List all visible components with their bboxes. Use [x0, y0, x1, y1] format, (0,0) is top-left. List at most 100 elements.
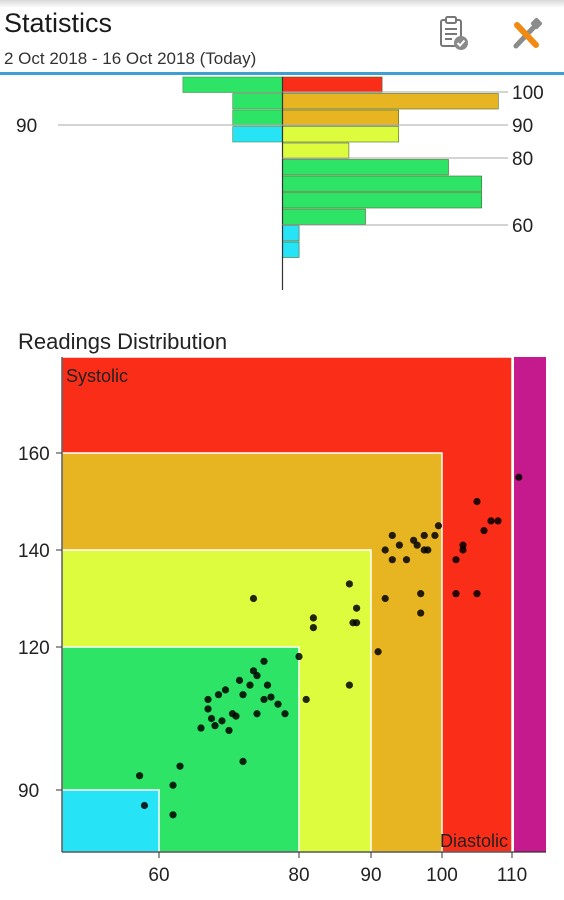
data-point-2 — [169, 781, 177, 789]
data-point-21 — [249, 594, 258, 603]
data-point-33 — [309, 614, 317, 622]
data-point-48 — [417, 590, 425, 598]
data-point-45 — [402, 556, 411, 564]
data-point-24 — [260, 695, 268, 704]
data-point-37 — [353, 619, 361, 627]
left-bar-3 — [232, 126, 283, 143]
right-tick-label-0: 100 — [512, 83, 544, 104]
data-point-58 — [459, 541, 467, 549]
toolbar-divider — [0, 72, 564, 75]
data-point-25 — [260, 657, 268, 665]
data-point-11 — [218, 717, 226, 725]
zone-5 — [61, 789, 160, 853]
data-point-62 — [487, 517, 495, 525]
y-axis-label: Systolic — [66, 366, 128, 386]
y-tick-label-1: 120 — [18, 638, 50, 659]
x-axis-label: Diastolic — [440, 831, 508, 851]
data-point-42 — [388, 556, 396, 564]
y-tick-label-3: 160 — [18, 444, 50, 465]
data-point-15 — [232, 712, 240, 720]
data-point-0 — [136, 772, 144, 780]
page-title: Statistics — [4, 8, 113, 38]
x-tick-label-4: 110 — [497, 865, 527, 886]
app-toolbar: Statistics 2 Oct 2018 - 16 Oct 2018 (Tod… — [0, 0, 564, 75]
data-point-56 — [452, 590, 460, 598]
right-bar-2 — [282, 109, 399, 126]
data-point-34 — [345, 580, 353, 588]
data-point-38 — [353, 604, 361, 612]
data-point-43 — [388, 531, 396, 540]
data-point-59 — [473, 497, 481, 506]
data-point-17 — [239, 757, 247, 766]
data-point-63 — [494, 517, 502, 525]
x-tick-label-3: 100 — [426, 865, 458, 886]
data-point-1 — [140, 801, 149, 810]
right-bar-8 — [282, 208, 366, 225]
data-point-19 — [246, 681, 254, 689]
report-button[interactable] — [432, 12, 476, 56]
tools-button[interactable] — [504, 12, 548, 56]
data-point-23 — [253, 710, 261, 718]
x-tick-label-0: 60 — [148, 865, 169, 886]
data-point-44 — [395, 541, 403, 549]
left-bar-2 — [232, 109, 283, 126]
date-range: 2 Oct 2018 - 16 Oct 2018 (Today) — [4, 49, 257, 68]
data-point-26 — [263, 681, 272, 689]
data-point-32 — [309, 624, 317, 632]
x-tick-label-2: 90 — [360, 865, 381, 886]
data-point-16 — [235, 676, 244, 684]
status-bar-shade — [0, 0, 564, 8]
data-point-40 — [381, 594, 389, 603]
zone-0 — [514, 357, 546, 852]
data-point-8 — [207, 714, 216, 723]
right-bar-0 — [282, 76, 383, 93]
y-tick-label-0: 90 — [18, 781, 39, 802]
right-bar-9 — [282, 225, 300, 242]
data-point-12 — [221, 686, 230, 694]
data-point-30 — [295, 652, 303, 661]
data-point-27 — [267, 693, 275, 701]
data-point-53 — [431, 531, 439, 540]
y-tick-label-2: 140 — [18, 541, 50, 562]
data-point-61 — [480, 527, 488, 535]
chart-title: Readings Distribution — [18, 329, 227, 354]
data-point-60 — [473, 590, 481, 598]
right-tick-label-2: 80 — [512, 149, 533, 170]
right-bar-3 — [282, 126, 399, 143]
right-bar-4 — [282, 142, 350, 159]
data-point-47 — [413, 541, 421, 549]
data-point-29 — [281, 710, 289, 718]
right-bar-7 — [282, 192, 482, 209]
clipboard-check-icon — [440, 16, 468, 50]
data-point-51 — [420, 531, 428, 540]
data-point-28 — [274, 700, 282, 708]
data-point-52 — [424, 546, 432, 554]
data-point-22 — [253, 672, 261, 680]
data-point-10 — [214, 691, 223, 699]
data-point-7 — [204, 695, 212, 704]
right-bar-1 — [282, 93, 499, 110]
data-point-9 — [211, 722, 219, 730]
data-point-35 — [345, 681, 353, 689]
data-point-4 — [176, 762, 184, 770]
left-tick-label-0: 90 — [16, 116, 37, 137]
data-point-41 — [381, 546, 389, 554]
right-bar-5 — [282, 159, 449, 176]
x-tick-label-1: 80 — [288, 865, 309, 886]
right-tick-label-1: 90 — [512, 116, 533, 137]
data-point-31 — [302, 695, 310, 704]
data-point-5 — [197, 724, 205, 732]
data-point-64 — [515, 473, 523, 481]
data-point-18 — [239, 691, 247, 699]
data-point-6 — [204, 705, 212, 713]
data-point-13 — [225, 726, 233, 735]
data-point-39 — [374, 648, 382, 656]
data-point-3 — [169, 811, 177, 819]
right-tick-label-3: 60 — [512, 216, 533, 237]
data-point-54 — [434, 522, 443, 530]
right-bar-10 — [282, 241, 300, 258]
data-point-55 — [452, 556, 460, 564]
left-bar-0 — [182, 76, 283, 93]
data-point-49 — [417, 609, 425, 617]
